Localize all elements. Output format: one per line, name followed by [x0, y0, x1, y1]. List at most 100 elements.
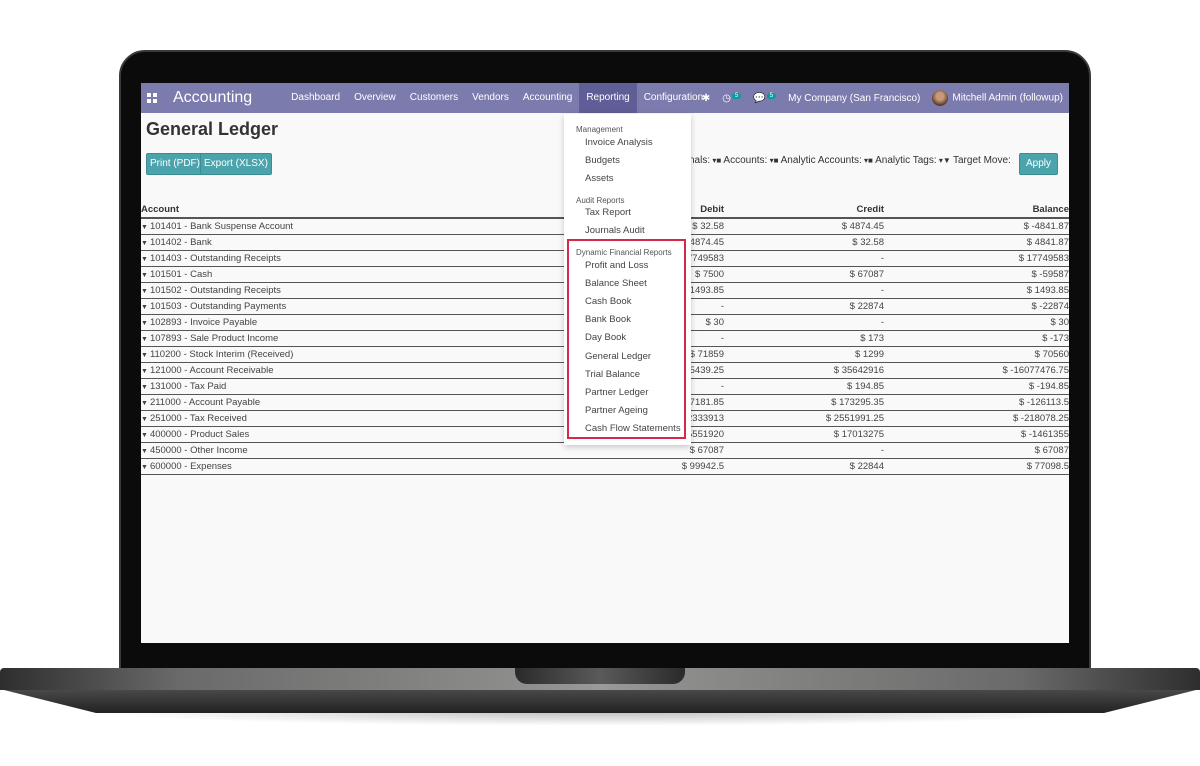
laptop-shadow	[100, 712, 1100, 726]
menu-configuration[interactable]: Configuration	[643, 92, 704, 103]
filter-label[interactable]: nals:	[689, 155, 711, 166]
menu-item-day-book[interactable]: Day Book	[585, 332, 627, 343]
credit-value: $ 17013275	[833, 428, 884, 440]
debit-cell: $ 67087	[564, 442, 724, 459]
activity-icon[interactable]: ◷ 5	[722, 92, 742, 104]
filter-label[interactable]: Accounts:	[723, 155, 768, 166]
dropdown-section-header: Management	[576, 125, 623, 134]
account-cell: ▼ 121000 - Account Receivable	[141, 362, 564, 379]
account-name: 131000 - Tax Paid	[149, 380, 227, 392]
menu-item-budgets[interactable]: Budgets	[585, 155, 620, 166]
caret-down-icon[interactable]: ▼	[141, 271, 148, 279]
balance-cell: $ -218078.25	[884, 410, 1069, 427]
bug-icon[interactable]: ✱	[701, 92, 711, 104]
dropdown-section-header: Dynamic Financial Reports	[576, 248, 672, 257]
menu-item-tax-report[interactable]: Tax Report	[585, 207, 631, 218]
credit-value: $ 35642916	[833, 364, 884, 376]
export-xlsx-button[interactable]: Export (XLSX)	[200, 153, 272, 175]
caret-down-icon[interactable]: ▼	[141, 303, 148, 311]
table-row[interactable]: ▼ 211000 - Account Payable $ 47181.85 $ 173…	[141, 394, 1069, 411]
debit-value: $ 17749583	[673, 252, 724, 264]
company-switcher[interactable]: My Company (San Francisco)	[788, 92, 921, 104]
table-row[interactable]: ▼ 121000 - Account Receivable $ 19565439.2…	[141, 362, 1069, 379]
menu-accounting[interactable]: Accounting	[522, 92, 573, 103]
menu-overview[interactable]: Overview	[354, 92, 396, 103]
caret-down-icon[interactable]: ▼	[141, 351, 148, 359]
table-row[interactable]: ▼ 251000 - Tax Received $ 2333913 $ 2551991…	[141, 410, 1069, 427]
account-cell: ▼ 107893 - Sale Product Income	[141, 330, 564, 347]
caret-down-icon[interactable]: ▼	[141, 255, 148, 263]
menu-item-cash-book[interactable]: Cash Book	[585, 296, 632, 307]
debit-value: -	[720, 332, 724, 344]
table-row[interactable]: ▼ 450000 - Other Income $ 67087 - $ 67087	[141, 442, 1069, 459]
menu-item-profit-and-loss[interactable]: Profit and Loss	[585, 260, 649, 271]
menu-item-assets[interactable]: Assets	[585, 173, 614, 184]
account-cell: ▼ 600000 - Expenses	[141, 458, 564, 475]
filter-label[interactable]: Analytic Accounts:	[780, 155, 862, 166]
menu-item-cash-flow-statements[interactable]: Cash Flow Statements	[585, 423, 681, 434]
filter-funnel-icon[interactable]: ▾▼	[936, 156, 953, 165]
account-cell: ▼ 211000 - Account Payable	[141, 394, 564, 411]
menu-item-trial-balance[interactable]: Trial Balance	[585, 369, 641, 380]
menu-reporting[interactable]: Reporting	[579, 83, 637, 113]
credit-cell: $ 17013275	[724, 426, 884, 443]
credit-value: -	[880, 252, 884, 264]
menu-item-invoice-analysis[interactable]: Invoice Analysis	[585, 137, 653, 148]
messages-icon[interactable]: 💬 5	[753, 92, 777, 104]
book-icon[interactable]: ▾■	[861, 156, 876, 165]
table-row[interactable]: ▼ 101401 - Bank Suspense Account $ 32.58 $ …	[141, 218, 1069, 235]
caret-down-icon[interactable]: ▼	[141, 415, 148, 423]
laptop-base-bottom	[0, 689, 1200, 713]
book-icon[interactable]: ▾■	[710, 156, 724, 165]
debit-value: $ 30	[705, 316, 725, 328]
caret-down-icon[interactable]: ▼	[141, 287, 148, 295]
user-menu[interactable]: Mitchell Admin (followup)	[932, 90, 1063, 106]
caret-down-icon[interactable]: ▼	[141, 447, 148, 455]
book-icon[interactable]: ▾■	[767, 156, 781, 165]
caret-down-icon[interactable]: ▼	[141, 431, 148, 439]
caret-down-icon[interactable]: ▼	[141, 239, 148, 247]
caret-down-icon[interactable]: ▼	[141, 223, 148, 231]
credit-value: -	[880, 444, 884, 456]
balance-cell: $ 30	[884, 314, 1069, 331]
account-cell: ▼ 450000 - Other Income	[141, 442, 564, 459]
credit-value: $ 173	[860, 332, 884, 344]
filter-label[interactable]: Analytic Tags:	[875, 155, 937, 166]
balance-value: $ 67087	[1034, 444, 1069, 456]
balance-value: $ -16077476.75	[1002, 364, 1069, 376]
debit-value: $ 1493.85	[681, 284, 724, 296]
menu-item-general-ledger[interactable]: General Ledger	[585, 351, 652, 362]
account-name: 101503 - Outstanding Payments	[149, 300, 287, 312]
account-name: 450000 - Other Income	[149, 444, 248, 456]
table-row[interactable]: ▼ 400000 - Product Sales $ 15551920 $ 17013…	[141, 426, 1069, 443]
account-cell: ▼ 101503 - Outstanding Payments	[141, 298, 564, 315]
menu-item-balance-sheet[interactable]: Balance Sheet	[585, 278, 647, 289]
messages-badge: 5	[766, 92, 777, 99]
caret-down-icon[interactable]: ▼	[141, 319, 148, 327]
menu-customers[interactable]: Customers	[409, 92, 459, 103]
caret-down-icon[interactable]: ▼	[141, 399, 148, 407]
credit-cell: $ 4874.45	[724, 218, 884, 235]
account-name: 101401 - Bank Suspense Account	[149, 220, 294, 232]
balance-cell: $ -4841.87	[884, 218, 1069, 235]
menu-item-bank-book[interactable]: Bank Book	[585, 314, 631, 325]
menu-vendors[interactable]: Vendors	[472, 92, 509, 103]
caret-down-icon[interactable]: ▼	[141, 335, 148, 343]
account-cell: ▼ 101501 - Cash	[141, 266, 564, 283]
caret-down-icon[interactable]: ▼	[141, 367, 148, 375]
menu-item-partner-ageing[interactable]: Partner Ageing	[585, 405, 648, 416]
menu-dashboard[interactable]: Dashboard	[291, 92, 341, 103]
balance-value: $ 4841.87	[1026, 236, 1069, 248]
balance-value: $ -59587	[1031, 268, 1069, 280]
account-name: 101502 - Outstanding Receipts	[149, 284, 281, 296]
menu-item-journals-audit[interactable]: Journals Audit	[585, 225, 645, 236]
debit-value: $ 71859	[689, 348, 724, 360]
caret-down-icon[interactable]: ▼	[141, 463, 148, 471]
apply-button[interactable]: Apply	[1019, 153, 1059, 175]
filter-label[interactable]: Target Move:	[953, 155, 1011, 166]
table-row[interactable]: ▼ 600000 - Expenses $ 99942.5 $ 22844 $ 7709…	[141, 458, 1069, 475]
caret-down-icon[interactable]: ▼	[141, 383, 148, 391]
apps-grid-icon[interactable]	[147, 93, 157, 103]
print-pdf-button[interactable]: Print (PDF)	[146, 153, 204, 175]
menu-item-partner-ledger[interactable]: Partner Ledger	[585, 387, 649, 398]
